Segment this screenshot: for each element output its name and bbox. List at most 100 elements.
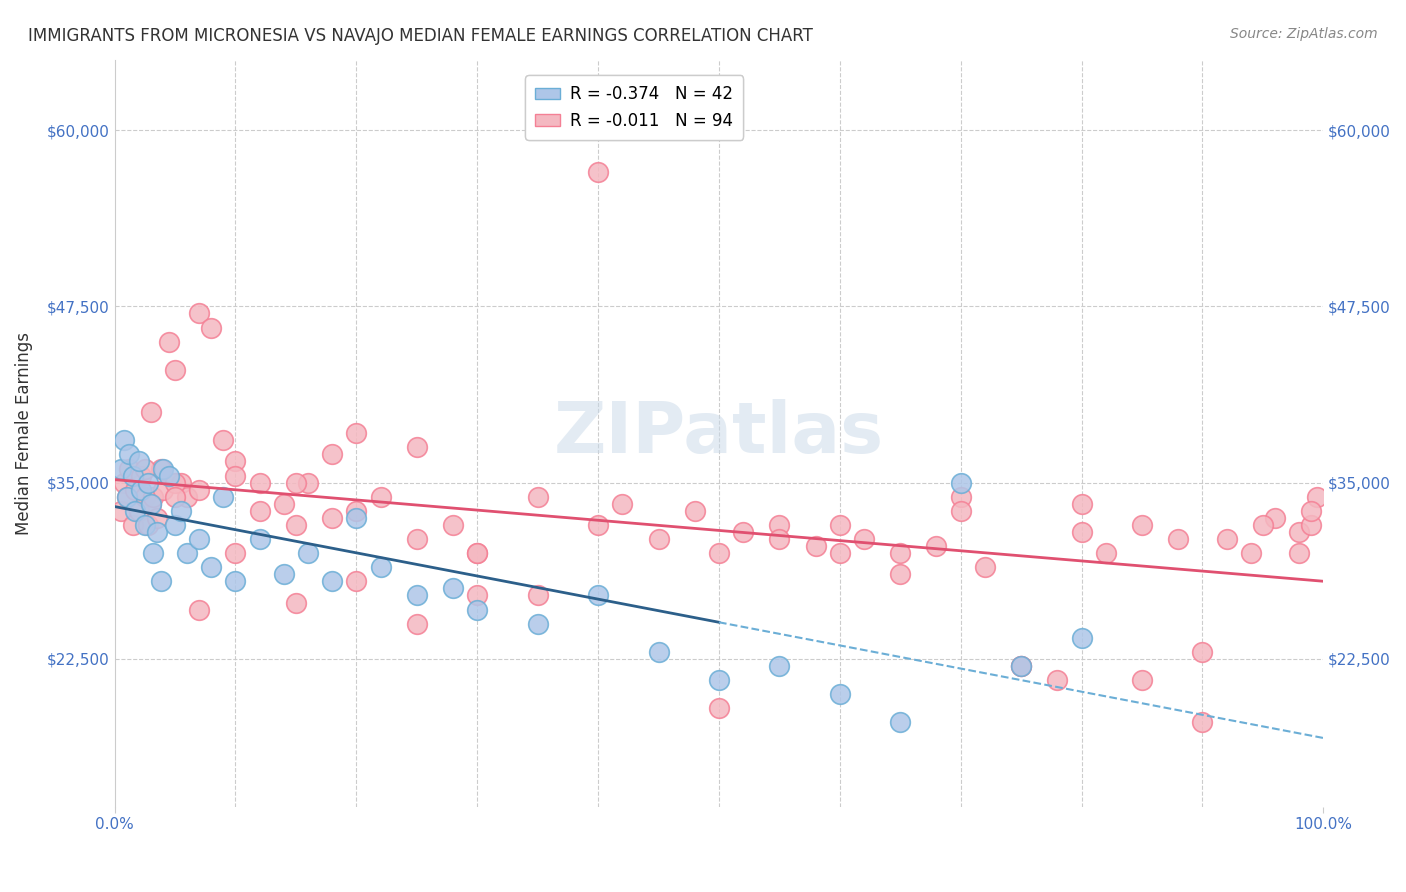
Immigrants from Micronesia — [139, 497, 162, 511]
Immigrants from Micronesia — [224, 574, 246, 589]
Navajo — [828, 546, 851, 560]
Immigrants from Micronesia — [949, 475, 972, 490]
Navajo — [707, 701, 730, 715]
Navajo — [1010, 659, 1032, 673]
Navajo — [134, 490, 156, 504]
Navajo — [1070, 497, 1092, 511]
Navajo — [273, 497, 295, 511]
Navajo — [768, 518, 790, 533]
Navajo — [165, 475, 187, 490]
Navajo — [1251, 518, 1274, 533]
Immigrants from Micronesia — [526, 616, 548, 631]
Immigrants from Micronesia — [465, 602, 488, 616]
Navajo — [1010, 659, 1032, 673]
Immigrants from Micronesia — [405, 589, 427, 603]
Navajo — [889, 546, 911, 560]
Navajo — [138, 518, 160, 533]
Y-axis label: Median Female Earnings: Median Female Earnings — [15, 332, 32, 535]
Immigrants from Micronesia — [128, 454, 150, 468]
Navajo — [683, 504, 706, 518]
Navajo — [284, 475, 307, 490]
Navajo — [146, 511, 169, 525]
Immigrants from Micronesia — [142, 546, 165, 560]
Navajo — [1215, 532, 1237, 546]
Navajo — [249, 475, 271, 490]
Immigrants from Micronesia — [344, 511, 367, 525]
Navajo — [112, 475, 135, 490]
Navajo — [129, 468, 152, 483]
Navajo — [344, 574, 367, 589]
Text: Source: ZipAtlas.com: Source: ZipAtlas.com — [1230, 27, 1378, 41]
Text: ZIPatlas: ZIPatlas — [554, 399, 884, 467]
Immigrants from Micronesia — [118, 447, 141, 461]
Navajo — [1191, 715, 1213, 730]
Navajo — [188, 602, 211, 616]
Navajo — [949, 490, 972, 504]
Navajo — [344, 426, 367, 441]
Navajo — [1130, 673, 1153, 687]
Immigrants from Micronesia — [273, 567, 295, 582]
Navajo — [1130, 518, 1153, 533]
Navajo — [707, 546, 730, 560]
Navajo — [297, 475, 319, 490]
Immigrants from Micronesia — [138, 475, 160, 490]
Immigrants from Micronesia — [121, 468, 143, 483]
Immigrants from Micronesia — [157, 468, 180, 483]
Navajo — [1070, 524, 1092, 539]
Navajo — [925, 539, 948, 553]
Navajo — [647, 532, 669, 546]
Navajo — [889, 567, 911, 582]
Navajo — [1240, 546, 1263, 560]
Navajo — [152, 483, 174, 497]
Navajo — [176, 490, 198, 504]
Navajo — [612, 497, 634, 511]
Immigrants from Micronesia — [129, 483, 152, 497]
Navajo — [1301, 504, 1323, 518]
Immigrants from Micronesia — [188, 532, 211, 546]
Navajo — [526, 490, 548, 504]
Immigrants from Micronesia — [165, 518, 187, 533]
Navajo — [1167, 532, 1189, 546]
Immigrants from Micronesia — [176, 546, 198, 560]
Immigrants from Micronesia — [170, 504, 193, 518]
Navajo — [465, 546, 488, 560]
Navajo — [1288, 546, 1310, 560]
Navajo — [804, 539, 827, 553]
Navajo — [768, 532, 790, 546]
Navajo — [142, 490, 165, 504]
Legend: R = -0.374   N = 42, R = -0.011   N = 94: R = -0.374 N = 42, R = -0.011 N = 94 — [526, 76, 744, 140]
Immigrants from Micronesia — [134, 518, 156, 533]
Navajo — [1288, 524, 1310, 539]
Navajo — [110, 504, 132, 518]
Navajo — [128, 504, 150, 518]
Navajo — [321, 511, 343, 525]
Navajo — [949, 504, 972, 518]
Immigrants from Micronesia — [889, 715, 911, 730]
Navajo — [1264, 511, 1286, 525]
Immigrants from Micronesia — [152, 461, 174, 475]
Navajo — [852, 532, 875, 546]
Navajo — [170, 475, 193, 490]
Navajo — [344, 504, 367, 518]
Navajo — [157, 334, 180, 349]
Immigrants from Micronesia — [200, 560, 222, 574]
Immigrants from Micronesia — [149, 574, 172, 589]
Navajo — [124, 483, 146, 497]
Navajo — [284, 518, 307, 533]
Navajo — [139, 497, 162, 511]
Immigrants from Micronesia — [212, 490, 235, 504]
Navajo — [1191, 645, 1213, 659]
Text: IMMIGRANTS FROM MICRONESIA VS NAVAJO MEDIAN FEMALE EARNINGS CORRELATION CHART: IMMIGRANTS FROM MICRONESIA VS NAVAJO MED… — [28, 27, 813, 45]
Navajo — [115, 490, 138, 504]
Navajo — [465, 589, 488, 603]
Navajo — [212, 434, 235, 448]
Navajo — [284, 595, 307, 609]
Navajo — [165, 490, 187, 504]
Navajo — [405, 532, 427, 546]
Immigrants from Micronesia — [370, 560, 392, 574]
Immigrants from Micronesia — [707, 673, 730, 687]
Immigrants from Micronesia — [647, 645, 669, 659]
Navajo — [188, 306, 211, 320]
Navajo — [1046, 673, 1069, 687]
Navajo — [149, 461, 172, 475]
